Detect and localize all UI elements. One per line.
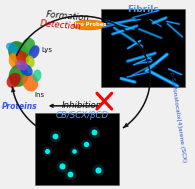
Text: Proteins: Proteins bbox=[2, 102, 38, 111]
Ellipse shape bbox=[20, 64, 33, 76]
Ellipse shape bbox=[29, 45, 40, 59]
Point bbox=[92, 131, 95, 134]
Ellipse shape bbox=[33, 70, 42, 82]
Ellipse shape bbox=[21, 38, 35, 55]
Point bbox=[73, 150, 76, 153]
Point bbox=[92, 131, 95, 134]
Ellipse shape bbox=[72, 20, 105, 30]
Text: Detection: Detection bbox=[39, 19, 82, 31]
Point bbox=[96, 169, 99, 172]
FancyBboxPatch shape bbox=[35, 113, 119, 185]
Point bbox=[45, 150, 48, 153]
FancyBboxPatch shape bbox=[101, 9, 185, 87]
Ellipse shape bbox=[7, 73, 21, 88]
Ellipse shape bbox=[16, 51, 29, 64]
Ellipse shape bbox=[26, 55, 35, 67]
Text: p-Sulfonatocalix[4]arene (SCX): p-Sulfonatocalix[4]arene (SCX) bbox=[169, 72, 186, 163]
Point bbox=[84, 142, 87, 145]
Text: Lys: Lys bbox=[41, 47, 52, 53]
Text: Fluo Probes: Fluo Probes bbox=[71, 22, 106, 27]
Point bbox=[73, 150, 76, 153]
Ellipse shape bbox=[9, 64, 28, 87]
Text: Ins: Ins bbox=[34, 92, 44, 98]
Point bbox=[84, 142, 87, 145]
Ellipse shape bbox=[15, 60, 28, 70]
Point bbox=[61, 165, 64, 168]
Ellipse shape bbox=[22, 73, 38, 91]
Point bbox=[53, 135, 56, 138]
Text: CB/SCX/βCD: CB/SCX/βCD bbox=[55, 111, 108, 120]
Ellipse shape bbox=[8, 41, 29, 65]
Text: Inhibition: Inhibition bbox=[62, 101, 102, 110]
Ellipse shape bbox=[9, 52, 22, 69]
Point bbox=[96, 169, 99, 172]
Point bbox=[45, 150, 48, 153]
Point bbox=[53, 135, 56, 138]
Text: Formation: Formation bbox=[46, 10, 90, 22]
Text: Fibrils: Fibrils bbox=[128, 5, 159, 14]
Point bbox=[69, 172, 72, 175]
Ellipse shape bbox=[6, 43, 19, 54]
Point bbox=[69, 172, 72, 175]
Point bbox=[61, 165, 64, 168]
